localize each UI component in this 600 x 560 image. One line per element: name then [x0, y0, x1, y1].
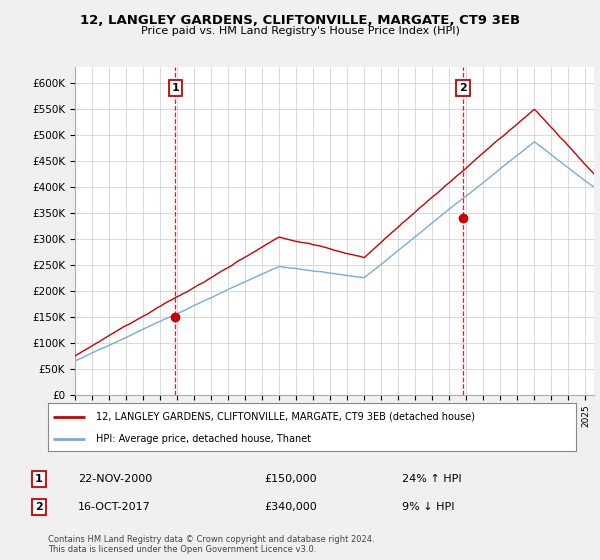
Text: 9% ↓ HPI: 9% ↓ HPI [402, 502, 455, 512]
Text: 2: 2 [459, 83, 467, 93]
Text: £150,000: £150,000 [264, 474, 317, 484]
Text: 24% ↑ HPI: 24% ↑ HPI [402, 474, 461, 484]
Text: 12, LANGLEY GARDENS, CLIFTONVILLE, MARGATE, CT9 3EB: 12, LANGLEY GARDENS, CLIFTONVILLE, MARGA… [80, 14, 520, 27]
Text: Price paid vs. HM Land Registry's House Price Index (HPI): Price paid vs. HM Land Registry's House … [140, 26, 460, 36]
Text: 2: 2 [35, 502, 43, 512]
Text: 1: 1 [172, 83, 179, 93]
Text: £340,000: £340,000 [264, 502, 317, 512]
Text: HPI: Average price, detached house, Thanet: HPI: Average price, detached house, Than… [95, 434, 311, 444]
Text: 1: 1 [35, 474, 43, 484]
Text: Contains HM Land Registry data © Crown copyright and database right 2024.
This d: Contains HM Land Registry data © Crown c… [48, 535, 374, 554]
Text: 12, LANGLEY GARDENS, CLIFTONVILLE, MARGATE, CT9 3EB (detached house): 12, LANGLEY GARDENS, CLIFTONVILLE, MARGA… [95, 412, 475, 422]
Text: 16-OCT-2017: 16-OCT-2017 [78, 502, 151, 512]
Text: 22-NOV-2000: 22-NOV-2000 [78, 474, 152, 484]
